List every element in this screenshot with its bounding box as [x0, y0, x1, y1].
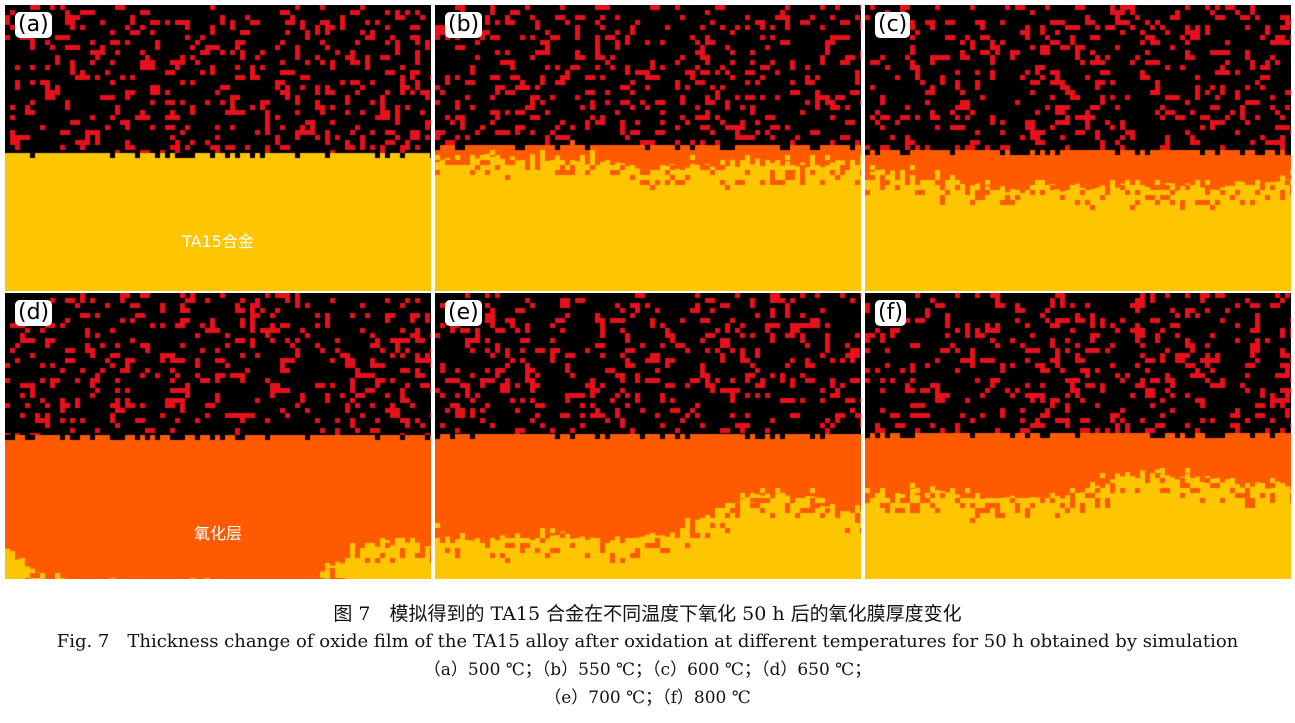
- panel-d-simulation: [5, 293, 431, 579]
- caption-english: Fig. 7 Thickness change of oxide film of…: [56, 631, 1239, 652]
- panel-c-simulation: [865, 5, 1291, 291]
- simulation-figure: (a) TA15合金 (b) (c) (d) 氧化层 (e) (f): [5, 5, 1291, 579]
- panel-d-label: (d): [15, 300, 53, 326]
- panel-b: (b): [435, 5, 861, 291]
- alloy-annotation: TA15合金: [182, 232, 254, 251]
- panel-e-simulation: [435, 293, 861, 579]
- figure-caption: 图 7 模拟得到的 TA15 合金在不同温度下氧化 50 h 后的氧化膜厚度变化…: [0, 600, 1295, 712]
- panel-a: (a) TA15合金: [5, 5, 431, 291]
- panel-c-label: (c): [875, 12, 911, 38]
- panel-b-simulation: [435, 5, 861, 291]
- caption-chinese: 图 7 模拟得到的 TA15 合金在不同温度下氧化 50 h 后的氧化膜厚度变化: [333, 603, 962, 625]
- panel-f-simulation: [865, 293, 1291, 579]
- panel-d: (d) 氧化层: [5, 293, 431, 579]
- panel-a-label: (a): [15, 12, 52, 38]
- panel-f-label: (f): [875, 300, 906, 326]
- panel-e-label: (e): [445, 300, 482, 326]
- panel-c: (c): [865, 5, 1291, 291]
- caption-subcaption-line1: （a）500 ℃；（b）550 ℃；（c）600 ℃；（d）650 ℃；: [423, 660, 872, 680]
- panel-f: (f): [865, 293, 1291, 579]
- panel-b-label: (b): [445, 12, 483, 38]
- panel-a-simulation: [5, 5, 431, 291]
- panel-e: (e): [435, 293, 861, 579]
- caption-subcaption-line2: （e）700 ℃；（f）800 ℃: [544, 688, 751, 708]
- oxide-layer-annotation: 氧化层: [193, 524, 242, 543]
